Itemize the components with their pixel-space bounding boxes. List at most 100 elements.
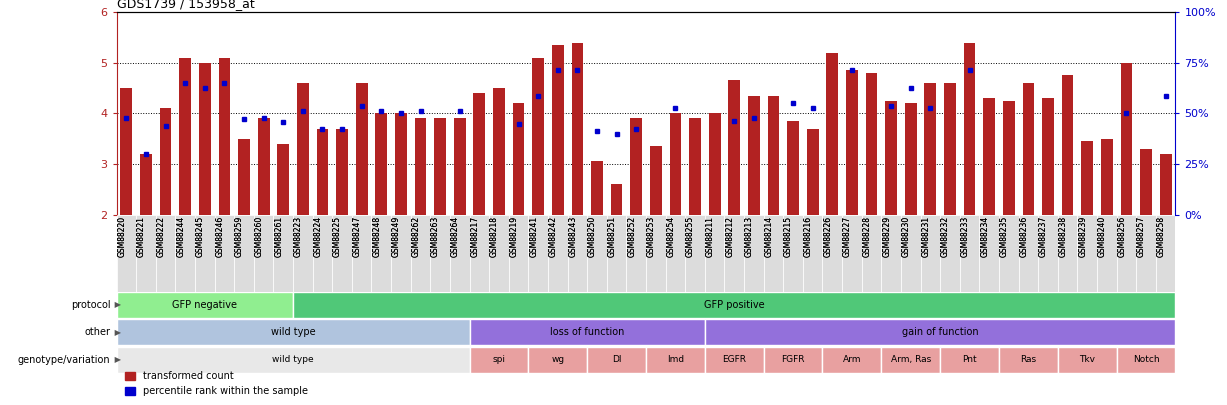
Bar [1160, 154, 1172, 215]
Bar [822, 347, 881, 373]
Text: GSM88251: GSM88251 [607, 216, 617, 257]
Bar [258, 119, 270, 215]
Text: Tkv: Tkv [1080, 355, 1096, 364]
Bar [493, 88, 504, 215]
Bar [704, 319, 1175, 345]
Bar [1156, 215, 1175, 292]
Bar [650, 146, 661, 215]
Bar [1038, 215, 1058, 292]
Text: GSM88253: GSM88253 [647, 216, 655, 258]
Text: GSM88237: GSM88237 [1039, 216, 1048, 258]
Bar [411, 215, 431, 292]
Text: GSM88217: GSM88217 [470, 216, 480, 257]
Text: GSM88213: GSM88213 [745, 216, 753, 257]
Text: GSM88218: GSM88218 [490, 216, 499, 257]
Bar [645, 215, 665, 292]
Text: GSM88224: GSM88224 [313, 216, 323, 257]
Text: GSM88223: GSM88223 [293, 216, 303, 257]
Bar [979, 215, 999, 292]
Text: GSM88221: GSM88221 [137, 216, 146, 257]
Text: GSM88232: GSM88232 [941, 216, 950, 257]
Text: GSM88232: GSM88232 [941, 216, 950, 257]
Text: ▶: ▶ [112, 300, 120, 309]
Text: GSM88217: GSM88217 [470, 216, 480, 257]
Text: GSM88220: GSM88220 [118, 216, 126, 257]
Text: GSM88233: GSM88233 [961, 216, 969, 258]
Bar [238, 139, 250, 215]
Bar [160, 109, 172, 215]
Text: GSM88234: GSM88234 [980, 216, 989, 258]
Bar [788, 121, 799, 215]
Text: GSM88242: GSM88242 [548, 216, 558, 257]
Bar [533, 58, 544, 215]
Bar [744, 215, 763, 292]
Text: GSM88263: GSM88263 [431, 216, 440, 258]
Text: GSM88240: GSM88240 [1098, 216, 1107, 258]
Bar [372, 215, 391, 292]
Bar [1117, 347, 1175, 373]
Bar [1002, 101, 1015, 215]
Bar [470, 319, 704, 345]
Text: GSM88258: GSM88258 [1157, 216, 1166, 257]
Text: GSM88241: GSM88241 [529, 216, 539, 257]
Text: GSM88252: GSM88252 [627, 216, 637, 257]
Bar [136, 215, 156, 292]
Bar [1042, 98, 1054, 215]
Bar [690, 119, 701, 215]
Text: GSM88236: GSM88236 [1020, 216, 1028, 258]
Bar [218, 58, 231, 215]
Text: GSM88215: GSM88215 [784, 216, 793, 257]
Text: Ras: Ras [1021, 355, 1037, 364]
Text: GSM88240: GSM88240 [1098, 216, 1107, 258]
Bar [234, 215, 254, 292]
Text: GSM88248: GSM88248 [372, 216, 382, 257]
Text: GFP positive: GFP positive [704, 300, 764, 310]
Text: Arm: Arm [843, 355, 861, 364]
Text: GSM88231: GSM88231 [921, 216, 930, 257]
Text: GSM88239: GSM88239 [1079, 216, 1087, 258]
Text: ▶: ▶ [112, 328, 120, 337]
Bar [391, 215, 411, 292]
Bar [960, 215, 979, 292]
Bar [822, 215, 842, 292]
Bar [117, 292, 293, 318]
Text: GSM88245: GSM88245 [196, 216, 205, 258]
Bar [763, 347, 822, 373]
Bar [1018, 215, 1038, 292]
Text: wild type: wild type [271, 327, 315, 337]
Text: GSM88226: GSM88226 [823, 216, 832, 257]
Bar [999, 215, 1018, 292]
Text: GSM88257: GSM88257 [1137, 216, 1146, 258]
Text: GSM88261: GSM88261 [275, 216, 283, 257]
Text: GSM88255: GSM88255 [686, 216, 694, 258]
Text: GSM88264: GSM88264 [450, 216, 460, 258]
Bar [827, 53, 838, 215]
Text: GSM88216: GSM88216 [804, 216, 812, 257]
Text: GSM88219: GSM88219 [509, 216, 519, 257]
Text: GSM88214: GSM88214 [764, 216, 773, 257]
Text: GSM88239: GSM88239 [1079, 216, 1087, 258]
Text: GSM88246: GSM88246 [216, 216, 225, 258]
Bar [881, 347, 940, 373]
Text: GSM88252: GSM88252 [627, 216, 637, 257]
Text: GSM88214: GSM88214 [764, 216, 773, 257]
Text: GSM88255: GSM88255 [686, 216, 694, 258]
Bar [685, 215, 704, 292]
Text: GSM88241: GSM88241 [529, 216, 539, 257]
Text: GSM88211: GSM88211 [706, 216, 714, 257]
Text: GFP negative: GFP negative [172, 300, 237, 310]
Bar [1097, 215, 1117, 292]
Bar [940, 215, 960, 292]
Bar [490, 215, 509, 292]
Bar [665, 215, 685, 292]
Text: GSM88224: GSM88224 [313, 216, 323, 257]
Text: GSM88242: GSM88242 [548, 216, 558, 257]
Text: GSM88212: GSM88212 [725, 216, 734, 257]
Text: GSM88263: GSM88263 [431, 216, 440, 258]
Text: Imd: Imd [666, 355, 683, 364]
Text: GSM88222: GSM88222 [157, 216, 166, 257]
Bar [807, 129, 818, 215]
Bar [881, 215, 901, 292]
Text: GSM88261: GSM88261 [275, 216, 283, 257]
Bar [434, 119, 445, 215]
